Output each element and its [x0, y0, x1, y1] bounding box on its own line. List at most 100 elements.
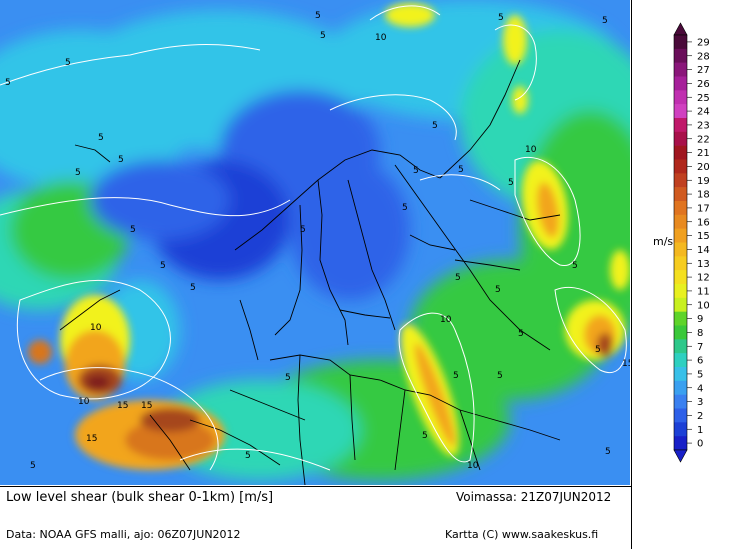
- contour-label: 10: [467, 461, 479, 471]
- contour-label: 5: [432, 121, 438, 131]
- data-source: Data: NOAA GFS malli, ajo: 06Z07JUN2012: [6, 528, 241, 541]
- legend-color-step: [674, 339, 687, 354]
- weather-map: 5 5 5 5 5 5 5 5 5 5 5 5 5 5 5 5 5 5 5 5 5 5 5 5 5 5 5 5 5 5 10 10 10 10 10…: [0, 0, 630, 485]
- legend-unit-label: m/s: [653, 235, 674, 248]
- legend-color-step: [674, 131, 687, 146]
- color-scale-bar: 2928272625242322212019181716151413121110…: [673, 22, 710, 463]
- contour-label: 5: [518, 329, 524, 339]
- contour-label: 5: [453, 371, 459, 381]
- contour-label: 5: [402, 203, 408, 213]
- contour-label: 5: [30, 461, 36, 471]
- uk-red-patch: [86, 375, 110, 389]
- contour-label: 15: [141, 401, 152, 411]
- contour-label: 15: [622, 359, 630, 369]
- volga-brown-patch: [597, 333, 613, 357]
- legend-tick-label: 28: [697, 51, 710, 62]
- valid-time: Voimassa: 21Z07JUN2012: [456, 490, 612, 504]
- legend-tick-label: 6: [697, 356, 703, 367]
- country-borders: [59, 59, 561, 485]
- contour-label: 5: [495, 285, 501, 295]
- legend-tick-label: 24: [697, 107, 710, 118]
- contour-label: 5: [130, 225, 136, 235]
- contour-label: 5: [595, 345, 601, 355]
- legend-color-step: [674, 104, 687, 119]
- contour-label: 5: [245, 451, 251, 461]
- legend-tick-label: 13: [697, 259, 710, 270]
- contour-label: 5: [498, 13, 504, 23]
- contour-label: 5: [315, 11, 321, 21]
- legend-color-step: [674, 325, 687, 340]
- contour-label: 10: [90, 323, 102, 333]
- legend-color-step: [674, 62, 687, 77]
- map-title: Low level shear (bulk shear 0-1km) [m/s]: [6, 490, 274, 505]
- contour-label: 5: [497, 371, 503, 381]
- legend-color-step: [674, 242, 687, 257]
- contour-label: 5: [5, 78, 11, 88]
- legend-color-step: [674, 422, 687, 437]
- russia-central-patch: [410, 260, 610, 400]
- contour-value-labels: 5 5 5 5 5 5 5 5 5 5 5 5 5 5 5 5 5 5 5 5 5 5 5 5 5 5 5 5 5 5 10 10 10 10 10…: [5, 11, 630, 471]
- legend-tick-label: 7: [697, 342, 703, 353]
- edge-yellow-patch: [610, 250, 630, 290]
- north-atlantic-blue-patch: [90, 160, 230, 240]
- legend-tick-label: 3: [697, 397, 703, 408]
- legend-color-step: [674, 353, 687, 368]
- legend-color-step: [674, 90, 687, 105]
- legend-tick-label: 0: [697, 439, 703, 450]
- legend-tick-label: 2: [697, 411, 703, 422]
- contour-label: 5: [98, 133, 104, 143]
- legend-color-step: [674, 145, 687, 160]
- legend-tick-label: 8: [697, 328, 703, 339]
- contour-label: 5: [160, 261, 166, 271]
- map-credit: Kartta (C) www.saakeskus.fi: [445, 528, 599, 541]
- benelux-brown-patch: [140, 408, 200, 432]
- contour-label: 5: [413, 166, 419, 176]
- contour-label: 15: [117, 401, 128, 411]
- legend-tick-label: 22: [697, 134, 710, 145]
- contour-label: 10: [78, 397, 90, 407]
- legend-tick-label: 23: [697, 120, 710, 131]
- map-canvas: 5 5 5 5 5 5 5 5 5 5 5 5 5 5 5 5 5 5 5 5 5 5 5 5 5 5 5 5 5 5 10 10 10 10 10…: [0, 0, 630, 485]
- legend-color-step: [674, 187, 687, 202]
- legend-color-step: [674, 228, 687, 243]
- legend-tick-label: 27: [697, 65, 710, 76]
- legend-color-step: [674, 159, 687, 174]
- legend-color-step: [674, 118, 687, 133]
- legend-color-step: [674, 436, 687, 451]
- shear-field-detail: [28, 3, 630, 470]
- contour-label: 5: [572, 261, 578, 271]
- legend-tick-label: 18: [697, 190, 710, 201]
- legend-color-step: [674, 201, 687, 216]
- legend-tick-label: 10: [697, 300, 710, 311]
- legend-tick-label: 25: [697, 93, 710, 104]
- contour-label: 5: [508, 178, 514, 188]
- contour-label: 5: [285, 373, 291, 383]
- legend-color-step: [674, 284, 687, 299]
- legend-color-step: [674, 380, 687, 395]
- legend-color-step: [674, 311, 687, 326]
- contour-label: 10: [375, 33, 387, 43]
- kola-yellow-patch: [512, 86, 528, 114]
- contour-label: 5: [320, 31, 326, 41]
- legend-top-arrow: [673, 22, 688, 36]
- contour-label: 5: [605, 447, 611, 457]
- legend-color-step: [674, 256, 687, 271]
- contour-label: 5: [190, 283, 196, 293]
- contour-label: 5: [455, 273, 461, 283]
- white-sea-yellow-patch: [503, 15, 527, 65]
- legend-color-step: [674, 408, 687, 423]
- contour-label: 5: [300, 225, 306, 235]
- legend-tick-label: 29: [697, 37, 710, 48]
- contour-label: 15: [86, 434, 97, 444]
- legend-color-step: [674, 173, 687, 188]
- contour-lines: [0, 5, 627, 471]
- map-caption: Low level shear (bulk shear 0-1km) [m/s]…: [0, 486, 631, 549]
- baltic-states-orange-patch: [414, 343, 456, 447]
- legend-tick-label: 17: [697, 203, 710, 214]
- contour-label: 5: [422, 431, 428, 441]
- legend-bottom-arrow: [673, 449, 688, 463]
- ireland-patch: [28, 340, 52, 364]
- legend-tick-label: 9: [697, 314, 703, 325]
- barents-yellow-patch: [385, 3, 435, 27]
